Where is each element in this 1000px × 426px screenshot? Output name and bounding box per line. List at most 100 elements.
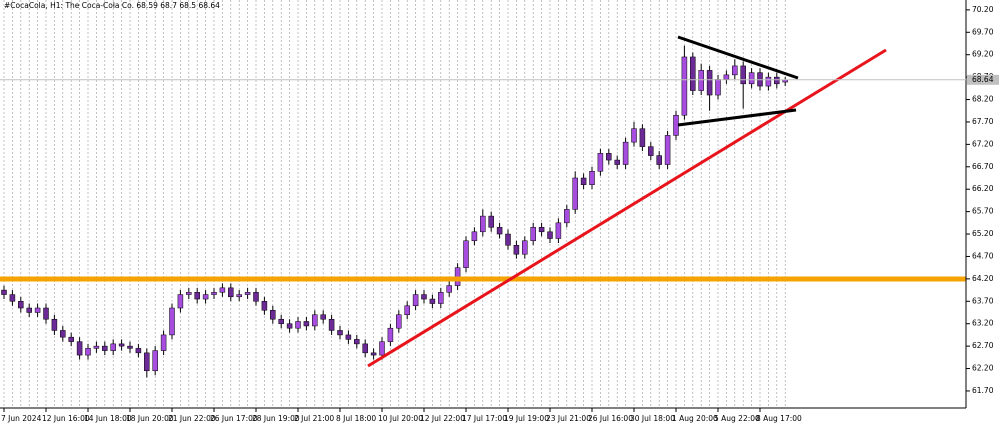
candle-body (9, 294, 16, 302)
candle-body (320, 314, 326, 320)
candle-body (681, 56, 688, 116)
candle-body (715, 79, 721, 96)
candle-body (169, 307, 175, 336)
candle-body (774, 76, 780, 85)
y-tick-label: 70.20 (972, 5, 994, 14)
x-tick-label: 21 Jun 22:00 (168, 414, 216, 423)
y-tick-label: 65.70 (972, 207, 994, 216)
candle-body (312, 314, 318, 327)
candle-body (438, 292, 444, 304)
x-tick-label: 8 Aug 17:00 (756, 414, 802, 423)
y-tick-label: 64.70 (972, 251, 994, 260)
candle-body (740, 65, 746, 85)
candle-body (328, 318, 335, 331)
x-tick-label: 1 Aug 20:00 (672, 414, 718, 423)
candle-body (748, 72, 755, 85)
candle-body (597, 153, 604, 172)
candle-body (144, 352, 150, 372)
candle-body (93, 345, 100, 349)
candle-body (446, 285, 452, 293)
candle-body (160, 334, 167, 351)
x-tick-label: 23 Jul 21:00 (546, 414, 591, 423)
y-tick-label: 67.70 (972, 117, 994, 126)
candle-body (51, 318, 58, 331)
x-tick-label: 12 Jul 22:00 (420, 414, 465, 423)
candle-body (43, 307, 49, 320)
candle-body (337, 330, 343, 336)
y-tick-label: 69.20 (972, 50, 994, 59)
candle-body (152, 350, 158, 372)
y-tick-label: 63.70 (972, 296, 994, 305)
x-tick-label: 7 Jun 2024 (1, 414, 42, 423)
y-tick-label: 62.70 (972, 341, 994, 350)
candle-body (404, 305, 410, 315)
candle-body (664, 135, 671, 165)
grid (3, 0, 786, 408)
x-tick-label: 8 Jul 18:00 (336, 414, 376, 423)
candle-body (362, 343, 368, 354)
y-tick-label: 69.70 (972, 27, 994, 36)
candle-body (278, 318, 284, 324)
y-tick-label: 62.20 (972, 364, 994, 373)
instrument: The Coca-Cola Co. (64, 1, 134, 10)
candle-body (513, 244, 520, 255)
candle-body (219, 287, 226, 293)
candle-body (631, 128, 637, 143)
candle-body (60, 330, 66, 338)
candle-body (505, 233, 511, 246)
header-low: 68.5 (179, 1, 196, 10)
candle-body (387, 327, 394, 342)
candle-body (589, 171, 595, 185)
x-tick-label: 26 Jul 16:00 (588, 414, 633, 423)
candle-body (85, 348, 91, 356)
candle-body (236, 294, 242, 298)
candle-body (429, 298, 436, 304)
triangle-lower (677, 108, 797, 127)
candle-body (76, 341, 83, 356)
candle-body (194, 292, 200, 300)
candle-body (572, 177, 578, 210)
candle-body (606, 153, 612, 161)
candle-body (690, 56, 696, 91)
candle-body (706, 70, 713, 96)
trendline (367, 48, 887, 368)
candle-body (564, 209, 570, 224)
candle-body (522, 240, 528, 255)
candle-body (396, 314, 402, 329)
candle-body (488, 215, 494, 228)
candle-body (354, 339, 360, 345)
x-tick-label: 5 Aug 22:00 (714, 414, 760, 423)
header: #CocaCola, H1: The Coca-Cola Co. 68.59 6… (4, 1, 220, 10)
y-tick-label: 65.20 (972, 229, 994, 238)
candle-body (732, 65, 738, 76)
candle-body (765, 76, 772, 87)
y-tick-label: 64.20 (972, 274, 994, 283)
candle-body (480, 215, 486, 233)
x-tick-label: 17 Jul 17:00 (462, 414, 507, 423)
header-high: 68.7 (160, 1, 177, 10)
candle-body (270, 310, 276, 320)
x-tick-label: 12 Jun 16:00 (42, 414, 90, 423)
candle-body (211, 292, 217, 295)
candle-body (228, 287, 234, 298)
candle-body (110, 343, 116, 351)
candle-body (102, 345, 108, 351)
candle-body (673, 114, 679, 136)
candle-body (648, 146, 654, 156)
x-tick-label: 18 Jun 20:00 (126, 414, 174, 423)
x-tick-label: 14 Jun 18:00 (84, 414, 132, 423)
candles (1, 45, 788, 378)
candle-body (286, 323, 293, 329)
y-tick-label: 66.70 (972, 162, 994, 171)
candle-body (379, 341, 385, 356)
y-tick-label: 63.20 (972, 319, 994, 328)
candle-body (580, 177, 587, 185)
y-tick-label: 67.20 (972, 139, 994, 148)
candle-body (186, 292, 192, 295)
symbol: #CocaCola, H1: (4, 1, 63, 10)
candle-body (68, 336, 74, 342)
candle-body (698, 70, 704, 91)
